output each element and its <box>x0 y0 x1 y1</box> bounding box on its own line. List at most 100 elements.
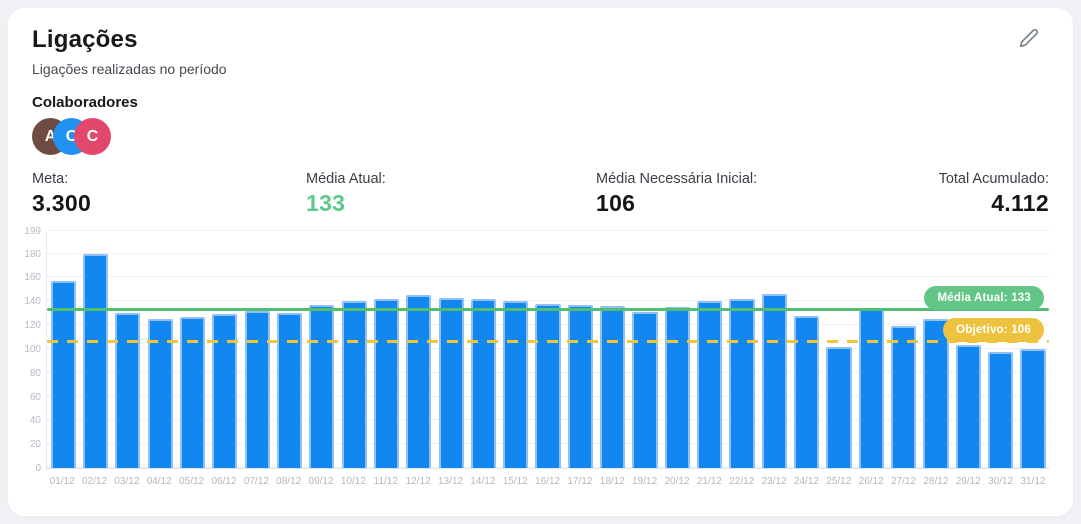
bar-slot <box>1017 231 1049 468</box>
x-axis-tick-label: 10/12 <box>337 476 369 487</box>
x-axis-labels: 01/1202/1203/1204/1205/1206/1207/1208/12… <box>46 469 1049 487</box>
x-axis-tick-label: 03/12 <box>111 476 143 487</box>
chart-bar-24/12[interactable] <box>794 316 819 468</box>
x-axis-tick-label: 04/12 <box>143 476 175 487</box>
bar-slot <box>370 231 402 468</box>
ligacoes-card: Ligações Ligações realizadas no período … <box>8 8 1073 516</box>
chart-bar-27/12[interactable] <box>891 326 916 468</box>
y-axis-tick-label: 60 <box>30 392 41 403</box>
chart-bar-09/12[interactable] <box>309 305 334 468</box>
x-axis-tick-label: 17/12 <box>564 476 596 487</box>
pencil-icon <box>1019 36 1039 51</box>
bar-chart: 199180160140120100806040200Média Atual: … <box>18 231 1049 487</box>
y-axis-tick-label: 100 <box>24 344 41 355</box>
bar-slot <box>403 231 435 468</box>
x-axis-tick-label: 06/12 <box>208 476 240 487</box>
bar-slot <box>952 231 984 468</box>
stat-label: Média Necessária Inicial: <box>596 171 939 187</box>
y-axis-tick-label: 40 <box>30 415 41 426</box>
chart-bar-13/12[interactable] <box>439 298 464 468</box>
chart-bar-14/12[interactable] <box>471 299 496 468</box>
chart-bar-12/12[interactable] <box>406 295 431 468</box>
x-axis-tick-label: 22/12 <box>726 476 758 487</box>
x-axis-tick-label: 09/12 <box>305 476 337 487</box>
bars-layer <box>47 231 1049 468</box>
x-axis-tick-label: 29/12 <box>952 476 984 487</box>
bar-slot <box>241 231 273 468</box>
bar-slot <box>629 231 661 468</box>
bar-slot <box>176 231 208 468</box>
chart-bar-22/12[interactable] <box>729 299 754 468</box>
chart-bar-31/12[interactable] <box>1020 349 1045 468</box>
stat-total-acumulado: Total Acumulado: 4.112 <box>939 171 1049 217</box>
stat-meta: Meta: 3.300 <box>32 171 306 217</box>
collaborator-avatar[interactable]: C <box>74 118 111 155</box>
bar-slot <box>112 231 144 468</box>
bar-slot <box>920 231 952 468</box>
card-header: Ligações <box>32 26 1049 54</box>
chart-bar-02/12[interactable] <box>83 254 108 468</box>
x-axis-tick-label: 11/12 <box>370 476 402 487</box>
bar-slot <box>338 231 370 468</box>
x-axis-tick-label: 19/12 <box>628 476 660 487</box>
reference-line-badge: Média Atual: 133 <box>924 286 1044 310</box>
x-axis-tick-label: 07/12 <box>240 476 272 487</box>
stat-label: Meta: <box>32 171 306 187</box>
x-axis-tick-label: 27/12 <box>887 476 919 487</box>
x-axis-tick-label: 25/12 <box>823 476 855 487</box>
x-axis-tick-label: 16/12 <box>531 476 563 487</box>
x-axis-tick-label: 21/12 <box>693 476 725 487</box>
bar-slot <box>597 231 629 468</box>
y-axis-tick-label: 180 <box>24 249 41 260</box>
stat-media-necessaria: Média Necessária Inicial: 106 <box>596 171 939 217</box>
x-axis-tick-label: 28/12 <box>920 476 952 487</box>
bar-slot <box>467 231 499 468</box>
y-axis-tick-label: 120 <box>24 320 41 331</box>
x-axis-tick-label: 02/12 <box>78 476 110 487</box>
chart-bar-10/12[interactable] <box>342 301 367 468</box>
chart-bar-11/12[interactable] <box>374 299 399 468</box>
chart-bar-07/12[interactable] <box>245 311 270 468</box>
chart-bar-15/12[interactable] <box>503 301 528 468</box>
page-title: Ligações <box>32 26 138 54</box>
stat-value: 4.112 <box>939 190 1049 217</box>
chart-bar-08/12[interactable] <box>277 313 302 468</box>
bar-slot <box>500 231 532 468</box>
x-axis-tick-label: 05/12 <box>175 476 207 487</box>
stat-value: 3.300 <box>32 190 306 217</box>
chart-bar-25/12[interactable] <box>826 347 851 468</box>
edit-button[interactable] <box>1017 26 1041 53</box>
x-axis-tick-label: 13/12 <box>434 476 466 487</box>
x-axis-tick-label: 30/12 <box>984 476 1016 487</box>
x-axis-tick-label: 24/12 <box>790 476 822 487</box>
x-axis-tick-label: 23/12 <box>758 476 790 487</box>
bar-slot <box>273 231 305 468</box>
bar-slot <box>855 231 887 468</box>
chart-bar-21/12[interactable] <box>697 301 722 468</box>
collaborators-avatars: ACC <box>32 118 1049 155</box>
chart-bar-06/12[interactable] <box>212 314 237 468</box>
bar-slot <box>888 231 920 468</box>
chart-bar-16/12[interactable] <box>535 304 560 468</box>
chart-bar-17/12[interactable] <box>568 305 593 468</box>
bar-slot <box>694 231 726 468</box>
y-axis-tick-label: 199 <box>24 226 41 237</box>
chart-bar-19/12[interactable] <box>632 312 657 468</box>
chart-bar-18/12[interactable] <box>600 306 625 468</box>
chart-bar-30/12[interactable] <box>988 352 1013 468</box>
bar-slot <box>532 231 564 468</box>
chart-bar-20/12[interactable] <box>665 307 690 468</box>
bar-slot <box>661 231 693 468</box>
chart-bar-23/12[interactable] <box>762 294 787 468</box>
bar-slot <box>435 231 467 468</box>
chart-bar-03/12[interactable] <box>115 313 140 468</box>
plot-area: 199180160140120100806040200Média Atual: … <box>46 231 1049 469</box>
chart-bar-26/12[interactable] <box>859 308 884 468</box>
collaborators-label: Colaboradores <box>32 94 1049 111</box>
bar-slot <box>144 231 176 468</box>
reference-line <box>47 308 1049 311</box>
bar-slot <box>985 231 1017 468</box>
chart-bar-29/12[interactable] <box>956 345 981 468</box>
stat-label: Total Acumulado: <box>939 171 1049 187</box>
x-axis-tick-label: 01/12 <box>46 476 78 487</box>
